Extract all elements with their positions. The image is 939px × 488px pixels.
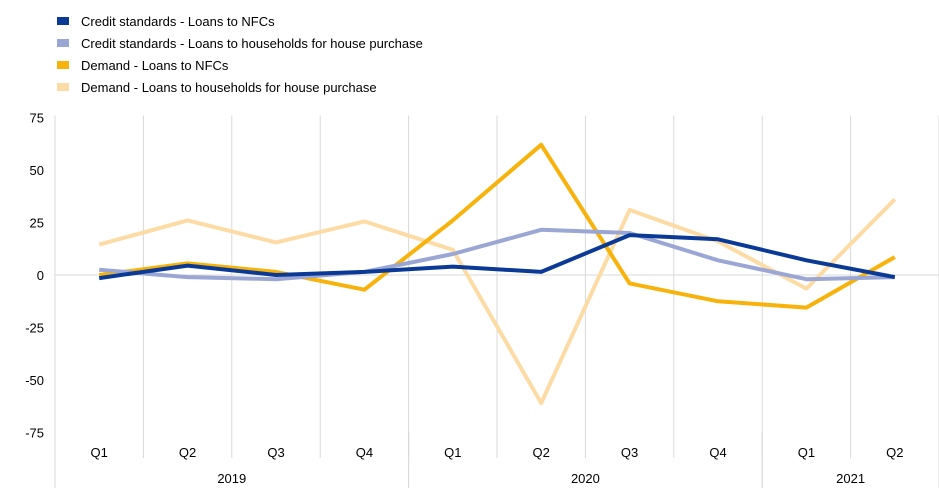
- legend: Credit standards - Loans to NFCs Credit s…: [57, 14, 423, 95]
- x-tick-label: Q3: [621, 445, 638, 460]
- x-tick-label: Q2: [533, 445, 550, 460]
- legend-label: Demand - Loans to households for house p…: [81, 80, 377, 95]
- y-tick-label: 50: [30, 163, 44, 178]
- series-lines: [98, 142, 897, 406]
- series-line: [98, 197, 897, 406]
- series-line: [98, 233, 896, 281]
- year-label: 2020: [571, 471, 600, 486]
- x-tick-label: Q3: [267, 445, 284, 460]
- y-tick-label: 0: [37, 268, 44, 283]
- series-line: [99, 227, 895, 282]
- y-tick-label: -75: [25, 426, 44, 441]
- y-tick-label: 75: [30, 111, 44, 126]
- legend-swatch: [57, 17, 69, 25]
- x-tick-label: Q1: [444, 445, 461, 460]
- x-axis: Q1 Q2 Q3 Q4 Q1 Q2 Q3 Q4 Q1 Q2 2019 2020 2021: [54, 432, 939, 488]
- year-label: 2019: [217, 471, 246, 486]
- x-tick-label: Q1: [91, 445, 108, 460]
- series-line: [98, 142, 896, 310]
- x-tick-label: Q2: [886, 445, 903, 460]
- y-axis: 75 50 25 0 -25 -50 -75: [25, 111, 44, 441]
- y-tick-label: -25: [25, 321, 44, 336]
- x-tick-label: Q4: [709, 445, 726, 460]
- year-label: 2021: [836, 471, 865, 486]
- legend-swatch: [57, 61, 69, 69]
- x-tick-label: Q1: [798, 445, 815, 460]
- x-tick-label: Q2: [179, 445, 196, 460]
- grid: [54, 115, 939, 458]
- y-tick-label: 25: [30, 216, 44, 231]
- legend-label: Demand - Loans to NFCs: [81, 58, 229, 73]
- x-tick-label: Q4: [356, 445, 373, 460]
- legend-label: Credit standards - Loans to households f…: [81, 36, 423, 51]
- legend-swatch: [57, 39, 69, 47]
- y-tick-label: -50: [25, 373, 44, 388]
- legend-swatch: [57, 83, 69, 91]
- legend-label: Credit standards - Loans to NFCs: [81, 14, 275, 29]
